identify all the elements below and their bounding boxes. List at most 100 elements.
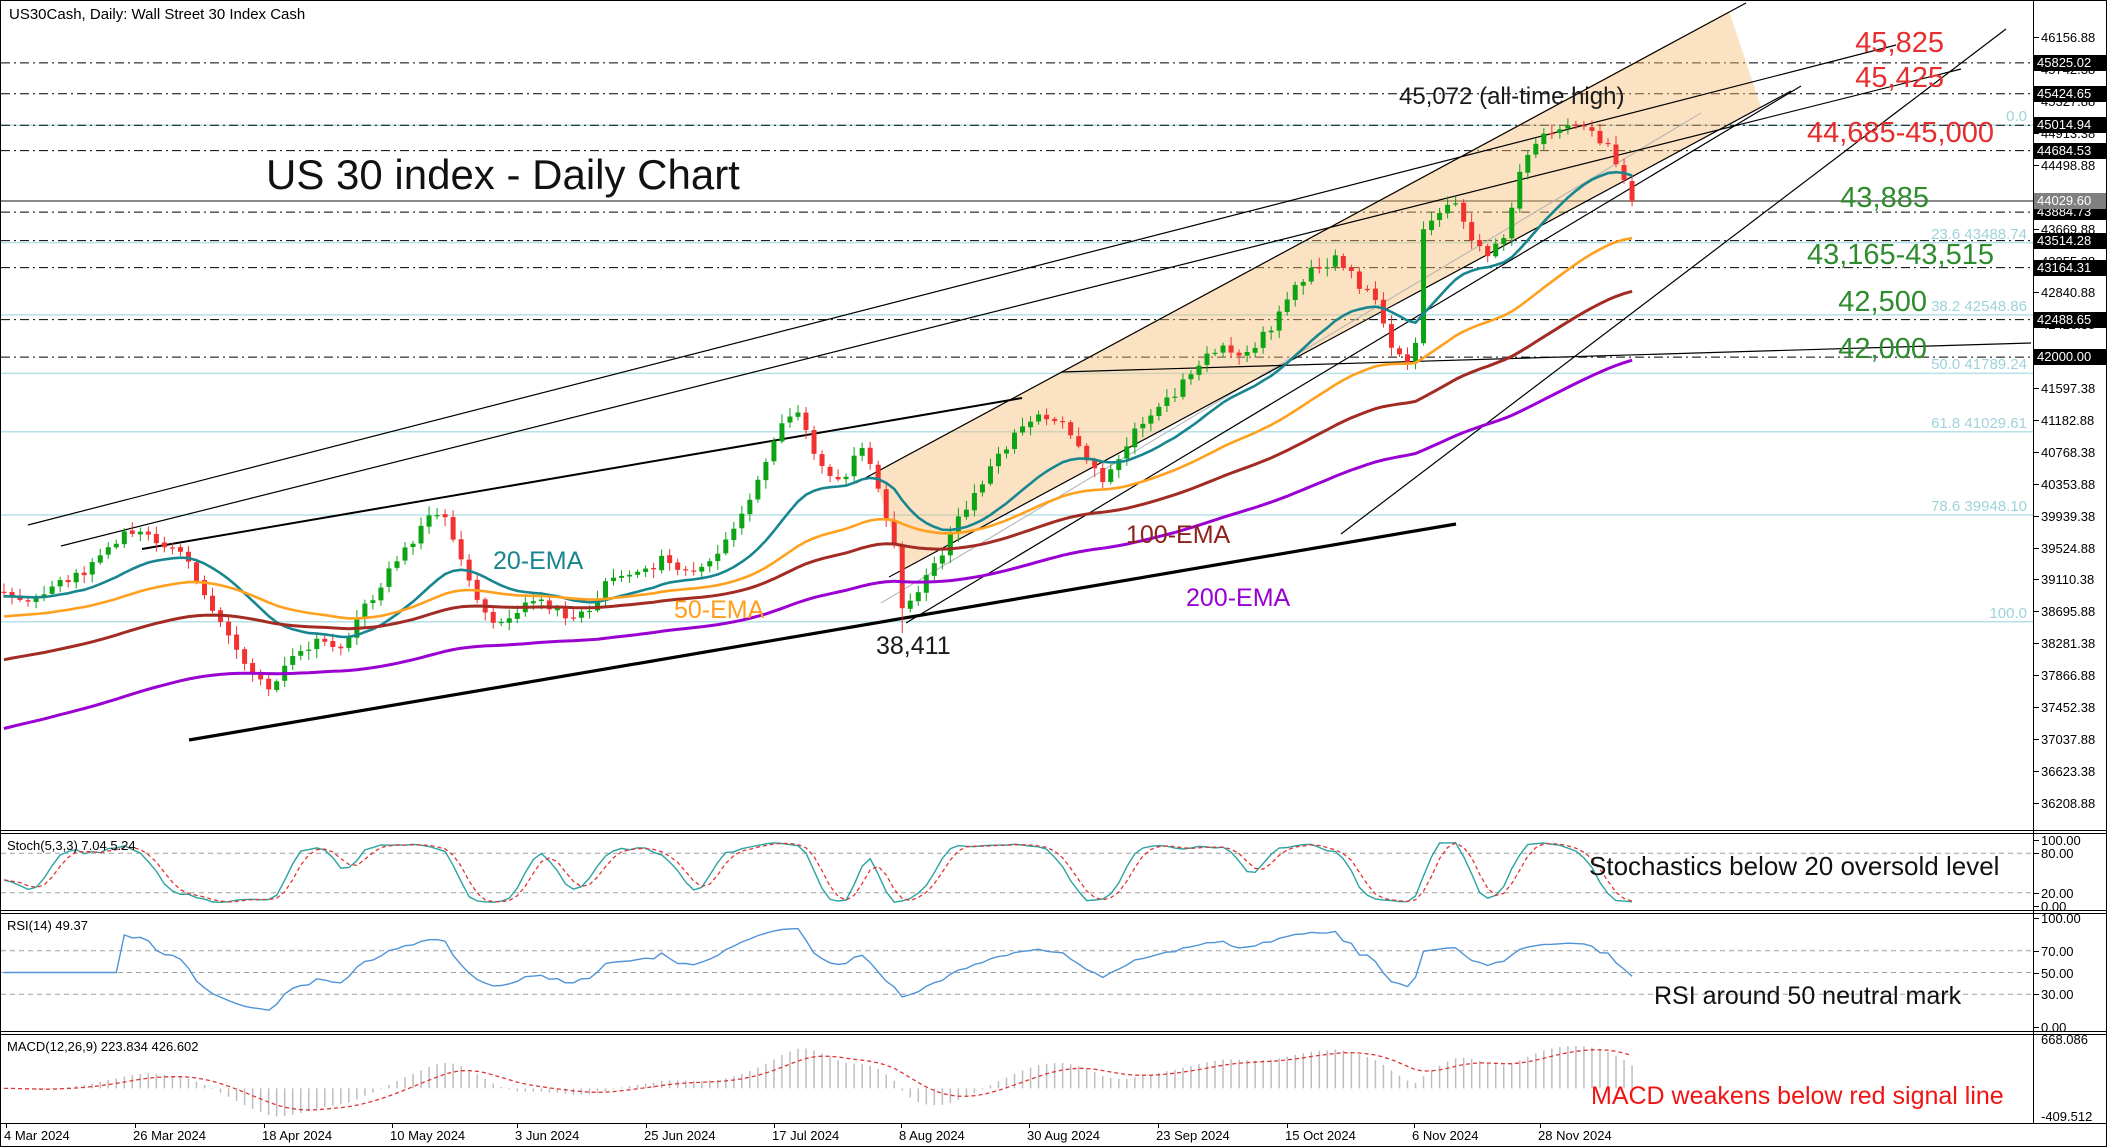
ema200-label: 200-EMA	[1186, 584, 1291, 612]
stoch-indicator-label: Stoch(5,3,3) 7.04 5.24	[7, 838, 136, 853]
rsi-axis-tick-mark	[2033, 951, 2039, 952]
price-axis-tick: 40768.38	[2041, 445, 2096, 460]
price-axis-tick-mark	[2033, 611, 2039, 612]
stoch-axis-tick-mark	[2033, 853, 2039, 854]
price-axis-tick-mark	[2033, 229, 2039, 230]
rsi-axis-tick-mark	[2033, 918, 2039, 919]
stoch-axis-tick-mark	[2033, 893, 2039, 894]
price-level-badge: 44684.53	[2034, 143, 2106, 159]
price-axis-tick-mark	[2033, 803, 2039, 804]
rsi-panel[interactable]	[1, 915, 2033, 1030]
fib-level-label: 78.6 39948.10	[1931, 498, 2027, 515]
resistance-2: 45,425	[1855, 62, 1944, 94]
date-axis-label: 28 Nov 2024	[1538, 1128, 1612, 1143]
date-axis-label: 23 Sep 2024	[1156, 1128, 1230, 1143]
fib-level-label: 100.0	[1989, 605, 2027, 622]
price-axis-tick: 39939.38	[2041, 509, 2096, 524]
date-axis-label: 6 Nov 2024	[1412, 1128, 1479, 1143]
ema100-label: 100-EMA	[1126, 521, 1231, 549]
support-4: 42,000	[1838, 333, 1927, 365]
macd-panel[interactable]	[1, 1036, 2033, 1122]
support-3: 42,500	[1838, 286, 1927, 318]
rsi-axis-tick: 70.00	[2041, 944, 2074, 959]
price-axis-tick-mark	[2033, 739, 2039, 740]
price-axis-tick-mark	[2033, 707, 2039, 708]
rsi-note: RSI around 50 neutral mark	[1654, 982, 1962, 1010]
aug-low-label: 38,411	[876, 632, 951, 660]
price-axis-tick-mark	[2033, 548, 2039, 549]
date-axis-tick-mark	[1158, 1123, 1159, 1128]
price-axis-tick-mark	[2033, 388, 2039, 389]
date-axis-label: 4 Mar 2024	[4, 1128, 70, 1143]
fib-level-label: 38.2 42548.86	[1931, 298, 2027, 315]
rsi-axis-tick-mark	[2033, 994, 2039, 995]
price-axis-tick-mark	[2033, 643, 2039, 644]
price-level-badge: 42488.65	[2034, 312, 2106, 328]
price-axis-tick: 42840.88	[2041, 285, 2096, 300]
price-axis-tick: 39110.38	[2041, 572, 2095, 587]
stochastic-panel[interactable]	[1, 835, 2033, 909]
date-axis-label: 26 Mar 2024	[133, 1128, 206, 1143]
date-axis-label: 8 Aug 2024	[899, 1128, 965, 1143]
fib-level-label: 61.8 41029.61	[1931, 415, 2027, 432]
price-axis-border	[2033, 1, 2034, 1123]
date-axis-tick-mark	[901, 1123, 902, 1128]
separator-main-stoch[interactable]	[1, 830, 2106, 834]
stoch-axis-tick: 100.00	[2041, 833, 2081, 848]
separator-macd-dates	[1, 1123, 2106, 1124]
price-axis-tick: 38695.88	[2041, 604, 2096, 619]
price-axis-tick: 44498.88	[2041, 158, 2096, 173]
date-axis-tick-mark	[517, 1123, 518, 1128]
price-level-badge: 45825.02	[2034, 55, 2106, 71]
macd-axis-min: -409.512	[2041, 1109, 2093, 1124]
price-axis-tick: 36208.88	[2041, 796, 2096, 811]
separator-stoch-rsi[interactable]	[1, 910, 2106, 914]
separator-rsi-macd[interactable]	[1, 1031, 2106, 1035]
resistance-3: 44,685-45,000	[1806, 117, 1994, 149]
price-level-badge: 45424.65	[2034, 86, 2106, 102]
price-axis-tick-mark	[2033, 37, 2039, 38]
rsi-axis-tick: 100.00	[2041, 911, 2081, 926]
price-axis-tick-mark	[2033, 516, 2039, 517]
date-axis-tick-mark	[646, 1123, 647, 1128]
current-price-badge: 44029.60	[2034, 193, 2106, 209]
price-axis-tick-mark	[2033, 133, 2039, 134]
date-axis-label: 3 Jun 2024	[515, 1128, 580, 1143]
date-axis-tick-mark	[774, 1123, 775, 1128]
price-axis-tick-mark	[2033, 420, 2039, 421]
ema20-label: 20-EMA	[493, 547, 584, 575]
page-title: US 30 index - Daily Chart	[266, 151, 740, 198]
stoch-axis-tick: 80.00	[2041, 846, 2074, 861]
price-axis-tick: 39524.88	[2041, 541, 2096, 556]
price-level-badge: 45014.94	[2034, 117, 2106, 133]
price-axis-tick: 37037.88	[2041, 732, 2096, 747]
rsi-axis-tick: 0.00	[2041, 1020, 2067, 1035]
ath-label: 45,072 (all-time high)	[1399, 83, 1625, 110]
price-axis-tick: 37866.88	[2041, 668, 2096, 683]
support-1: 43,885	[1840, 182, 1929, 214]
date-axis-label: 30 Aug 2024	[1027, 1128, 1101, 1143]
rsi-indicator-label: RSI(14) 49.37	[7, 918, 88, 933]
date-axis-tick-mark	[264, 1123, 265, 1128]
main-price-chart[interactable]	[1, 1, 2033, 829]
price-axis-tick: 40353.88	[2041, 477, 2096, 492]
resistance-1: 45,825	[1855, 27, 1944, 59]
fib-level-label: 0.0	[2006, 108, 2027, 125]
price-level-badge: 42000.00	[2034, 349, 2106, 365]
rsi-axis-tick: 30.00	[2041, 987, 2074, 1002]
stoch-axis-tick-mark	[2033, 840, 2039, 841]
date-axis-tick-mark	[1287, 1123, 1288, 1128]
price-axis-tick: 46156.88	[2041, 30, 2096, 45]
price-axis-tick: 41182.88	[2041, 413, 2095, 428]
price-axis-tick-mark	[2033, 292, 2039, 293]
date-axis-label: 15 Oct 2024	[1285, 1128, 1356, 1143]
date-axis-label: 17 Jul 2024	[772, 1128, 840, 1143]
stoch-axis-tick: 0.00	[2041, 899, 2067, 914]
price-axis-tick: 38281.38	[2041, 636, 2096, 651]
rsi-axis-tick: 50.00	[2041, 966, 2074, 981]
date-axis-tick-mark	[1414, 1123, 1415, 1128]
price-level-badge: 43514.28	[2034, 233, 2106, 249]
support-2: 43,165-43,515	[1806, 239, 1994, 271]
date-axis-label: 25 Jun 2024	[644, 1128, 716, 1143]
